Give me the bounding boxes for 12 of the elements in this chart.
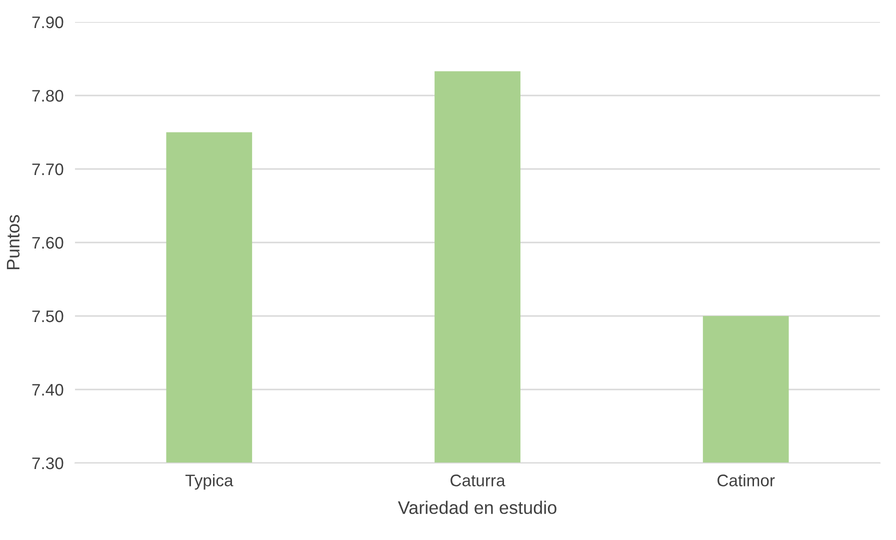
x-tick-label: Caturra [450, 474, 506, 486]
y-tick-label: 7.80 [32, 90, 64, 102]
x-tick-label: Typica [185, 474, 234, 490]
y-tick-label: 7.90 [32, 16, 64, 28]
y-axis-title: Puntos [6, 215, 20, 270]
y-tick-label: 7.60 [32, 236, 64, 249]
y-tick-label: 7.40 [32, 384, 64, 396]
y-tick-label: 7.50 [32, 310, 64, 322]
x-axis-title: Variedad en estudio [398, 500, 556, 514]
x-tick-label: Catimor [718, 474, 775, 486]
y-tick-label: 7.70 [32, 163, 64, 176]
y-tick-label: 7.30 [32, 457, 64, 470]
